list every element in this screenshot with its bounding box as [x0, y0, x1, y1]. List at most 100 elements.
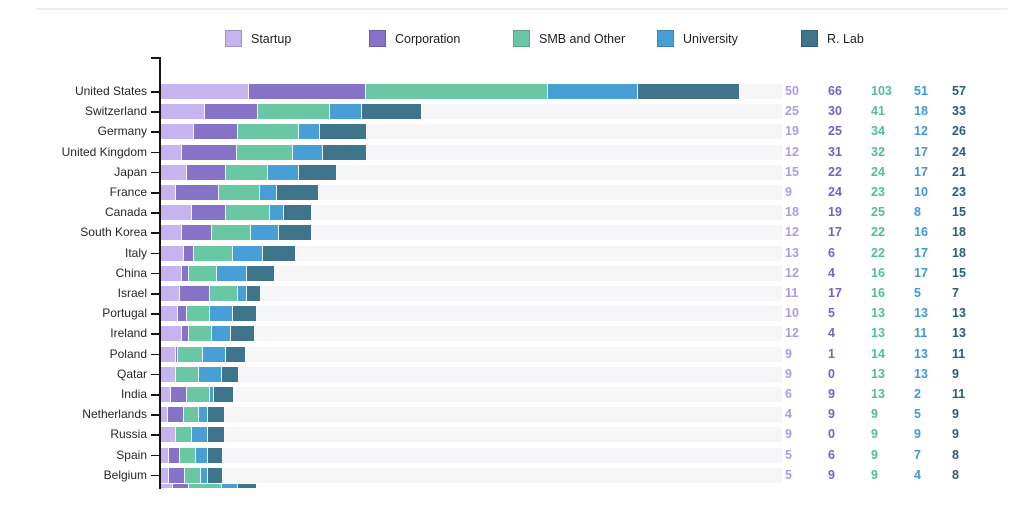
axis-tick [151, 474, 159, 477]
legend-item-smb-and-other: SMB and Other [513, 30, 657, 47]
axis-tick [151, 151, 159, 154]
bar-segment-smb-and-other [187, 306, 211, 322]
bar-row [160, 265, 782, 281]
bar-segment-startup [160, 427, 177, 443]
value-cell: 22 [871, 225, 885, 240]
bar-segment-startup [160, 245, 184, 261]
category-label: Ireland [110, 326, 147, 341]
bar-segment-university [201, 467, 209, 483]
value-cell: 24 [828, 185, 842, 199]
axis-tick [151, 171, 159, 174]
bar-segment-r-lab [208, 427, 225, 443]
category-label: France [109, 185, 147, 199]
bar-segment-startup [160, 265, 182, 281]
value-cell: 8 [914, 205, 921, 220]
value-cell: 66 [828, 84, 842, 98]
bar-row [160, 286, 782, 301]
bar-segment-corporation [181, 144, 237, 160]
value-cell: 31 [828, 144, 842, 159]
axis-tick [151, 353, 159, 356]
legend: Startup Corporation SMB and Other Universit… [225, 30, 945, 47]
value-cell: 9 [785, 427, 792, 442]
bar-segment-corporation [249, 84, 366, 99]
axis-tick [151, 454, 159, 457]
value-cell: 13 [871, 366, 885, 381]
value-cell: 9 [871, 447, 878, 462]
axis-tick [151, 373, 159, 376]
category-label: Italy [124, 245, 147, 260]
bar-segment-r-lab [277, 185, 318, 200]
bar-segment-university [238, 286, 248, 301]
legend-item-startup: Startup [225, 30, 369, 47]
bar-segment-r-lab [638, 84, 740, 99]
value-cell: 17 [914, 245, 928, 260]
bar-row [160, 346, 782, 362]
value-cell: 9 [828, 467, 835, 482]
bar-segment-startup [160, 144, 182, 160]
category-label: Germany [97, 124, 147, 139]
bar-segment-startup [160, 104, 205, 120]
value-cell: 9 [785, 185, 792, 199]
value-cell: 0 [828, 366, 835, 381]
bar-segment-startup [160, 124, 195, 140]
bar-segment-smb-and-other [183, 407, 200, 423]
bar-segment-smb-and-other [365, 84, 549, 99]
value-cell: 25 [871, 205, 885, 220]
bar-segment-r-lab [208, 467, 223, 483]
value-cell: 9 [785, 346, 792, 361]
value-cell: 9 [871, 407, 878, 422]
value-cell: 24 [871, 164, 885, 179]
bar-segment-startup [160, 326, 182, 342]
bar-segment-startup [160, 185, 177, 200]
legend-item-university: University [657, 30, 801, 47]
value-cell: 25 [785, 104, 799, 119]
value-cell: 9 [952, 427, 959, 442]
category-label: Qatar [116, 366, 147, 381]
value-cell: 18 [952, 225, 966, 240]
axis-tick [151, 313, 159, 315]
category-label: Russia [110, 427, 147, 442]
bar-segment-r-lab [298, 164, 336, 180]
bar-segment-r-lab [279, 225, 311, 241]
bar-segment-startup [160, 205, 193, 221]
value-cell: 6 [828, 245, 835, 260]
value-cell: 15 [952, 205, 966, 220]
value-cell: 15 [785, 164, 799, 179]
bar-segment-corporation [183, 245, 195, 261]
bar-segment-r-lab [231, 326, 255, 342]
axis-tick [151, 232, 159, 234]
value-cell: 17 [828, 225, 842, 240]
category-label: China [115, 265, 147, 280]
value-cell: 30 [828, 104, 842, 119]
value-cell: 4 [914, 467, 921, 482]
bar-row [160, 124, 782, 140]
legend-swatch-icon [657, 30, 674, 47]
value-cell: 22 [828, 164, 842, 179]
bar-segment-r-lab [247, 286, 260, 301]
bar-segment-university [217, 265, 248, 281]
value-cell: 17 [914, 164, 928, 179]
bar-segment-university [268, 164, 299, 180]
value-cell: 51 [914, 84, 928, 98]
axis-tick [151, 131, 159, 133]
value-cell: 13 [952, 306, 966, 321]
bar-segment-university [210, 306, 234, 322]
bar-segment-r-lab [225, 346, 246, 362]
value-cell: 12 [785, 265, 799, 280]
value-cell: 5 [828, 306, 835, 321]
bar-segment-startup [160, 306, 179, 322]
value-cell: 8 [952, 467, 959, 482]
value-cell: 8 [952, 447, 959, 462]
bar-segment-r-lab [263, 245, 295, 261]
bar-segment-r-lab [323, 144, 366, 160]
top-divider [36, 8, 1008, 10]
bar-segment-r-lab [222, 366, 239, 382]
value-cell: 23 [952, 185, 966, 199]
value-cell: 9 [871, 467, 878, 482]
axis-tick [151, 414, 159, 416]
bar-segment-startup [160, 407, 168, 423]
value-cell: 10 [785, 306, 799, 321]
axis-tick [151, 272, 159, 275]
value-cell: 0 [828, 427, 835, 442]
